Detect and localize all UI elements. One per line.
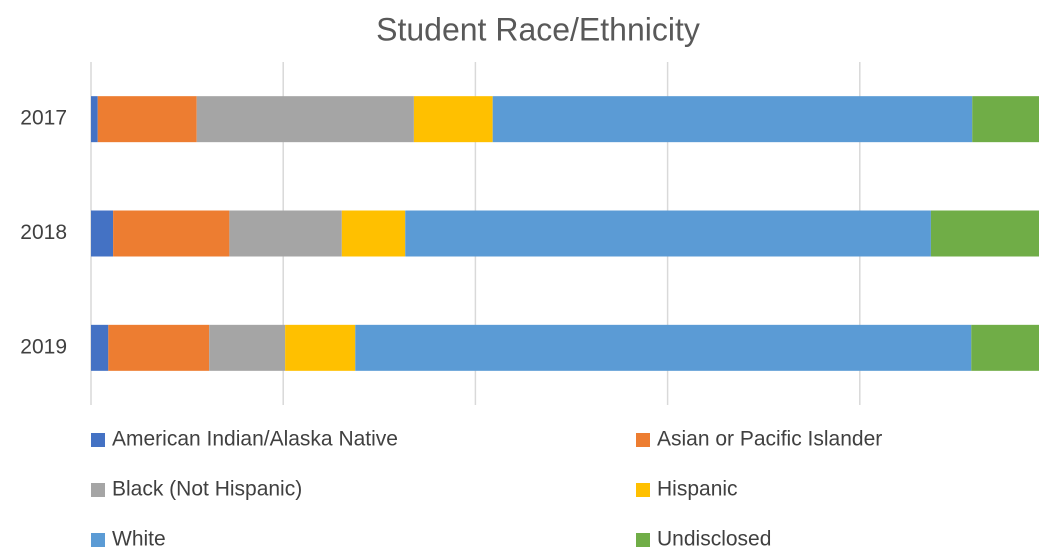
legend-label: American Indian/Alaska Native bbox=[112, 428, 398, 451]
legend-swatch bbox=[91, 483, 105, 497]
legend-label: Black (Not Hispanic) bbox=[112, 478, 302, 501]
bar-segment bbox=[971, 324, 1039, 371]
bar-segment bbox=[91, 324, 109, 371]
legend-label: White bbox=[112, 528, 166, 550]
legend-label: Hispanic bbox=[657, 478, 738, 501]
legend-swatch bbox=[636, 533, 650, 547]
legend-swatch bbox=[636, 433, 650, 447]
bar-segment bbox=[413, 96, 493, 143]
bar-segment bbox=[108, 324, 210, 371]
legend-swatch bbox=[636, 483, 650, 497]
bar-segment bbox=[492, 96, 973, 143]
y-tick-label: 2017 bbox=[20, 107, 67, 130]
bar-segment bbox=[97, 96, 197, 143]
y-tick-label: 2018 bbox=[20, 221, 67, 244]
bar-segment bbox=[113, 210, 230, 257]
bar-segment bbox=[405, 210, 931, 257]
bar-segment bbox=[972, 96, 1039, 143]
bar-segment bbox=[196, 96, 414, 143]
bar-segment bbox=[341, 210, 406, 257]
legend-swatch bbox=[91, 533, 105, 547]
legend-label: Undisclosed bbox=[657, 528, 771, 550]
bar-segment bbox=[285, 324, 356, 371]
bar-segment bbox=[930, 210, 1039, 257]
bar-segment bbox=[209, 324, 286, 371]
legend-swatch bbox=[91, 433, 105, 447]
legend-label: Asian or Pacific Islander bbox=[657, 428, 882, 451]
bar-segment bbox=[229, 210, 342, 257]
bar-segment bbox=[91, 96, 98, 143]
bar-segment bbox=[91, 210, 114, 257]
bar-segment bbox=[355, 324, 972, 371]
y-tick-label: 2019 bbox=[20, 335, 67, 358]
chart-title: Student Race/Ethnicity bbox=[376, 11, 700, 47]
